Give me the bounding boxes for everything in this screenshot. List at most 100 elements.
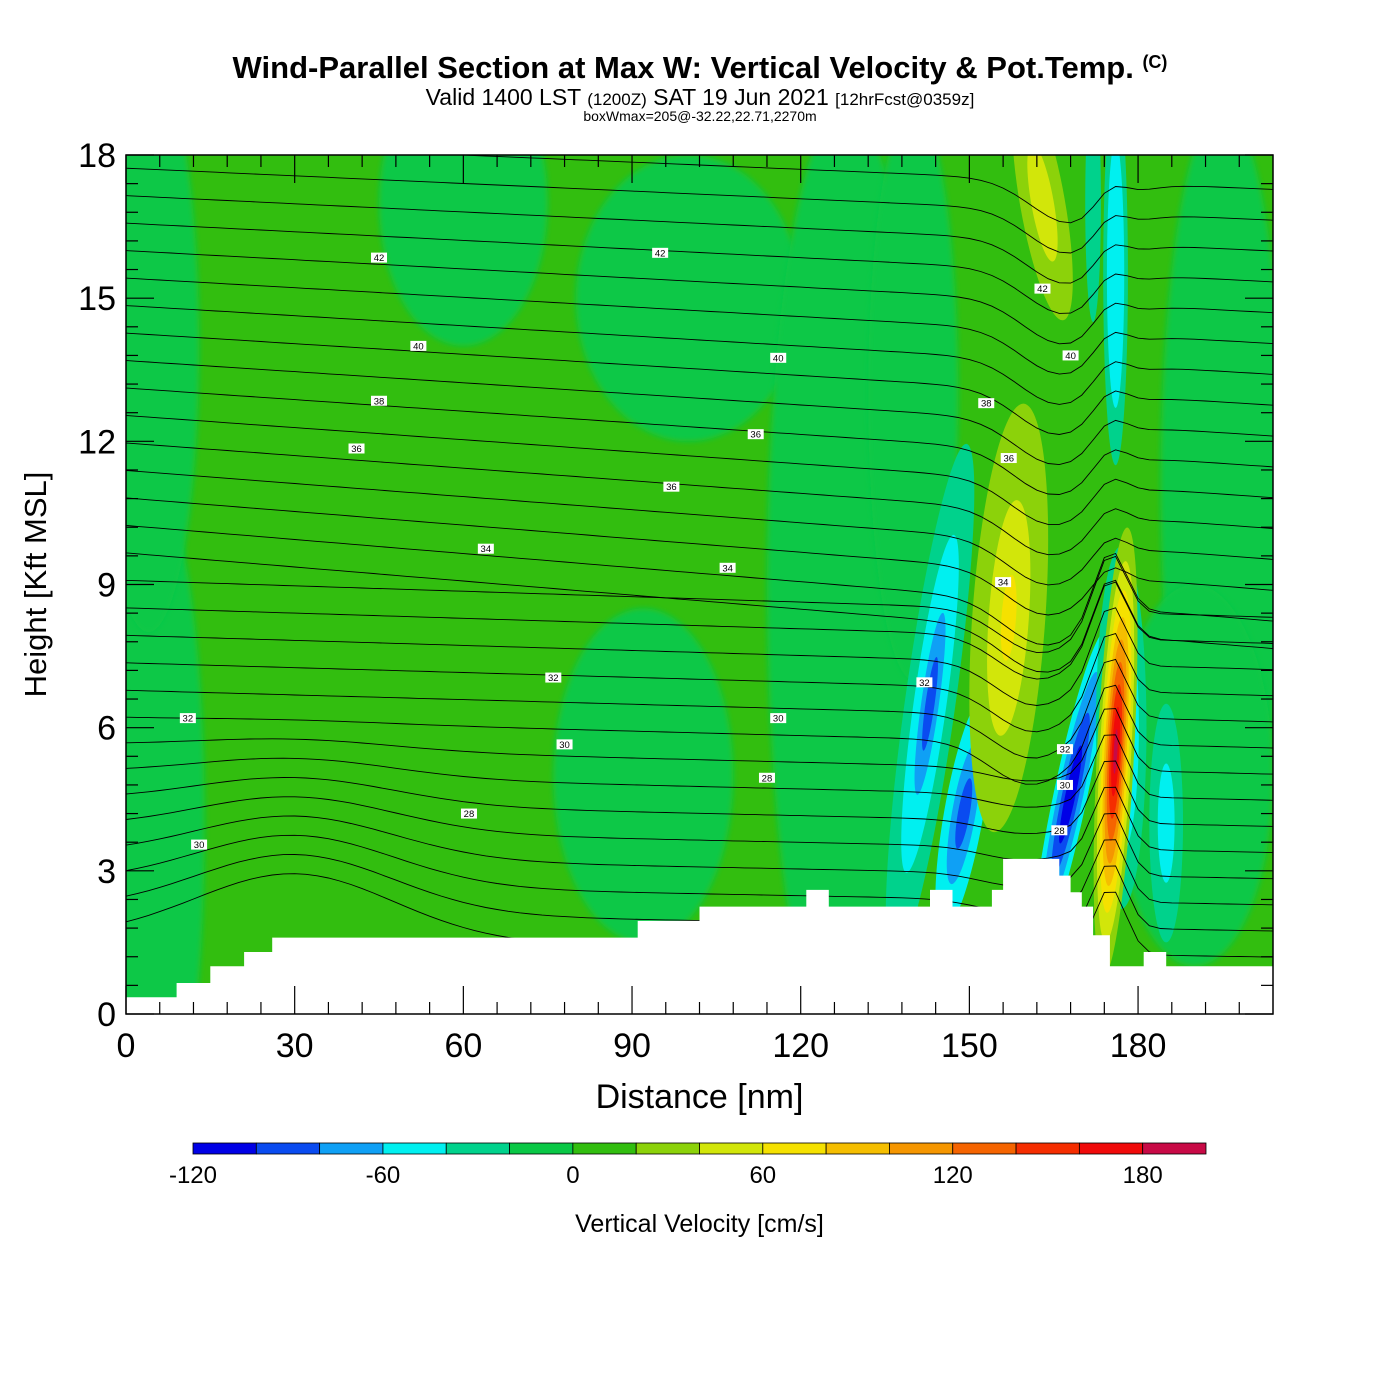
updraft-core	[1093, 527, 1138, 976]
isentrope-10	[126, 633, 1273, 733]
isentrope-12	[126, 581, 1273, 680]
isentrope-25	[126, 250, 1273, 345]
subtitle-valid: Valid 1400 LST	[425, 84, 581, 110]
contour-label-8: 36	[348, 443, 365, 455]
x-tick-label-60: 60	[444, 1027, 482, 1065]
isentrope-27	[126, 195, 1273, 284]
contour-label-text-18: 32	[1060, 745, 1071, 756]
colorbar-label: Vertical Velocity [cm/s]	[575, 1210, 824, 1238]
contour-label-text-24: 28	[1054, 826, 1065, 837]
isentrope-18	[126, 442, 1273, 556]
contour-label-text-3: 40	[413, 341, 424, 352]
isentrope-2	[126, 834, 1273, 914]
contour-label-text-7: 38	[981, 399, 992, 410]
y-tick-label-18: 18	[78, 137, 116, 175]
contour-label-box-10	[1000, 453, 1017, 464]
isentrope-3	[126, 812, 1273, 887]
y-tick-label-12: 12	[78, 423, 116, 461]
x-tick-label-30: 30	[276, 1027, 314, 1065]
colorbar-swatch-7	[635, 1142, 700, 1155]
contour-label-box-22	[1056, 779, 1073, 790]
chart-title: Wind-Parallel Section at Max W: Vertical…	[0, 50, 1400, 86]
contour-label-5: 40	[1062, 350, 1079, 362]
contour-label-text-8: 36	[351, 444, 362, 455]
isentrope-5	[126, 760, 1273, 835]
chart-title-text: Wind-Parallel Section at Max W: Vertical…	[232, 50, 1134, 85]
isentrope-23	[126, 305, 1273, 405]
isentrope-26	[126, 222, 1273, 314]
colorbar-swatch-4	[445, 1142, 510, 1155]
contour-label-21: 30	[191, 839, 208, 851]
contour-label-24: 28	[1051, 825, 1068, 837]
contour-label-text-0: 42	[374, 253, 385, 264]
contour-label-box-1	[652, 247, 669, 258]
contour-label-text-11: 36	[666, 482, 677, 493]
isentrope-19	[126, 415, 1273, 525]
x-axis-label: Distance [nm]	[596, 1078, 804, 1116]
contour-labels: 42 42 42 40 40 40 38 38 36 36 36 36 34 34 34 32 32 32 32 30…	[179, 247, 1079, 851]
subtitle-date: SAT 19 Jun 2021	[653, 84, 829, 110]
chart-subtitle: Valid 1400 LST (1200Z) SAT 19 Jun 2021 […	[0, 84, 1400, 111]
contour-label-14: 34	[995, 577, 1012, 589]
colorbar-swatch-11	[889, 1142, 954, 1155]
colorbar-swatch-8	[699, 1142, 764, 1155]
x-tick-label-0: 0	[117, 1027, 136, 1065]
colorbar-swatch-10	[825, 1142, 890, 1155]
contour-label-22: 30	[1056, 779, 1073, 791]
contour-label-17: 32	[916, 677, 933, 689]
contour-label-text-13: 34	[722, 563, 733, 574]
downdraft-west-level-3	[922, 657, 938, 751]
colorbar-swatch-0	[192, 1142, 257, 1155]
isentrope-4	[126, 786, 1273, 861]
colorbar-tick-label-2: 0	[566, 1162, 579, 1189]
field-patch-2	[379, 155, 548, 346]
contour-label-2: 42	[1034, 283, 1051, 295]
isentrope-14	[126, 552, 1273, 673]
updraft-upper	[1012, 155, 1073, 321]
contour-label-box-12	[477, 543, 494, 554]
colorbar-swatch-9	[762, 1142, 827, 1155]
contour-label-text-1: 42	[655, 248, 666, 259]
contour-label-text-2: 42	[1037, 284, 1048, 295]
field-patch-3	[575, 155, 801, 442]
updraft-mid	[969, 403, 1049, 833]
contour-label-box-2	[1034, 283, 1051, 294]
contour-label-19: 30	[556, 739, 573, 751]
updraft-mid-level-2	[1000, 575, 1017, 661]
updraft-upper-level-1	[1027, 155, 1058, 262]
contour-label-20: 30	[770, 713, 787, 725]
y-tick-label-0: 0	[97, 996, 116, 1034]
subtitle-utc: (1200Z)	[587, 90, 647, 109]
contour-label-text-16: 32	[548, 673, 559, 684]
downdraft-west-lower-level-2	[955, 778, 973, 849]
contour-label-box-7	[978, 398, 995, 409]
isentrope-8	[126, 684, 1273, 785]
contour-label-box-3	[410, 340, 427, 351]
chart-title-tag: (C)	[1142, 52, 1168, 72]
contour-label-6: 38	[371, 395, 388, 407]
isentrope-21	[126, 360, 1273, 466]
contour-label-text-10: 36	[1003, 454, 1014, 465]
colorbar: -120 -60 0 60 120 180 Vertical Velocity [cm/s]	[169, 1142, 1207, 1238]
colorbar-tick-label-3: 60	[749, 1162, 776, 1189]
isentrope-6	[126, 734, 1273, 808]
box-wmax-info: boxWmax=205@-32.22,22.71,2270m	[583, 108, 817, 124]
contour-label-box-21	[191, 839, 208, 850]
downdraft-east-low-level-1	[1157, 763, 1175, 883]
isentrope-15	[126, 524, 1273, 646]
contour-label-text-12: 34	[481, 544, 492, 555]
isentrope-13	[126, 555, 1273, 654]
colorbar-swatch-14	[1078, 1142, 1144, 1155]
contour-label-box-24	[1051, 825, 1068, 836]
isentrope-11	[126, 607, 1273, 706]
x-tick-label-180: 180	[1110, 1027, 1167, 1065]
colorbar-tick-label-1: -60	[366, 1162, 401, 1189]
y-tick-label-15: 15	[78, 280, 116, 318]
contour-label-box-9	[747, 429, 764, 440]
contour-label-text-17: 32	[919, 678, 930, 689]
x-tick-label-90: 90	[613, 1027, 651, 1065]
x-tick-label-120: 120	[772, 1027, 829, 1065]
downdraft-east-low	[1149, 703, 1184, 943]
contour-label-text-6: 38	[374, 396, 385, 407]
